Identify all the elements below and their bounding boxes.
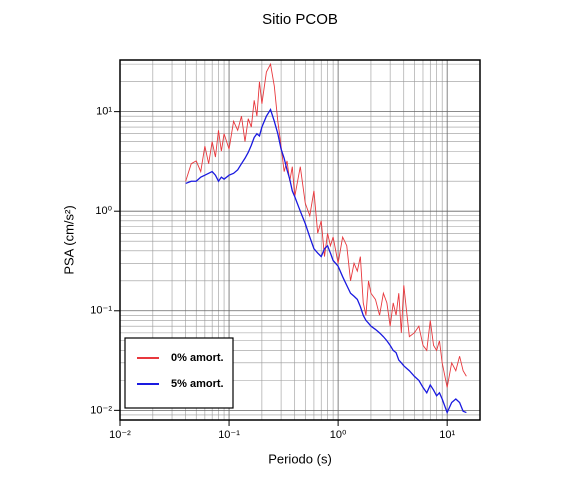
- x-tick-label: 10⁻¹: [218, 429, 240, 441]
- y-tick-label: 10⁻²: [90, 404, 112, 416]
- x-tick-label: 10⁰: [330, 429, 347, 441]
- legend-label: 5% amort.: [171, 378, 224, 390]
- y-tick-label: 10⁰: [95, 205, 112, 217]
- y-tick-label: 10¹: [96, 106, 112, 118]
- x-tick-label: 10⁻²: [109, 429, 131, 441]
- x-axis-label: Periodo (s): [268, 451, 332, 466]
- x-tick-label: 10¹: [439, 429, 455, 441]
- legend-label: 0% amort.: [171, 352, 224, 364]
- plot-frame: [119, 59, 481, 421]
- legend-box: [124, 337, 234, 409]
- series-line: [185, 62, 467, 388]
- series-line: [185, 107, 467, 415]
- y-tick-label: 10⁻¹: [90, 305, 112, 317]
- y-axis-label: PSA (cm/s²): [61, 205, 76, 274]
- chart-title: Sitio PCOB: [262, 11, 338, 28]
